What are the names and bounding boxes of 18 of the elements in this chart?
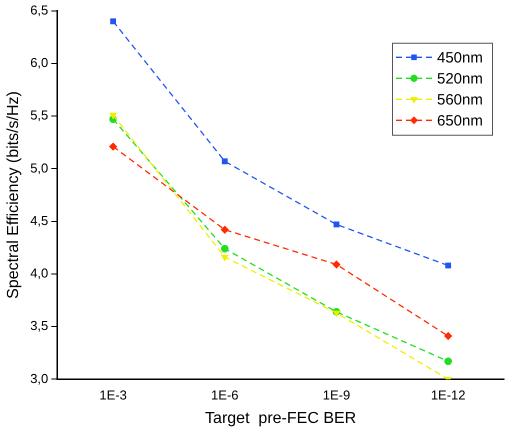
x-tick-label: 1E-12 bbox=[430, 388, 466, 403]
y-tick-label: 5,0 bbox=[30, 160, 48, 176]
legend-label: 560nm bbox=[437, 91, 483, 108]
legend-label: 650nm bbox=[437, 112, 483, 130]
y-tick-label: 4,0 bbox=[30, 266, 48, 281]
y-tick-label: 4,5 bbox=[30, 212, 48, 228]
legend-label: 520nm bbox=[437, 70, 483, 88]
legend-label: 450nm bbox=[437, 49, 483, 66]
x-tick-label: 1E-3 bbox=[99, 388, 127, 403]
y-tick-label: 3,5 bbox=[30, 318, 48, 334]
y-tick-label: 6,5 bbox=[30, 2, 48, 18]
x-tick-label: 1E-6 bbox=[211, 388, 239, 403]
y-tick-label: 3,0 bbox=[30, 370, 48, 386]
x-axis-title: Target pre-FEC BER bbox=[205, 410, 356, 427]
y-tick-label: 6,0 bbox=[30, 55, 48, 70]
y-axis-title: Spectral Efficiency (bits/s/Hz) bbox=[5, 91, 22, 299]
y-tick-label: 5,5 bbox=[30, 108, 48, 123]
x-tick-label: 1E-9 bbox=[322, 388, 350, 403]
